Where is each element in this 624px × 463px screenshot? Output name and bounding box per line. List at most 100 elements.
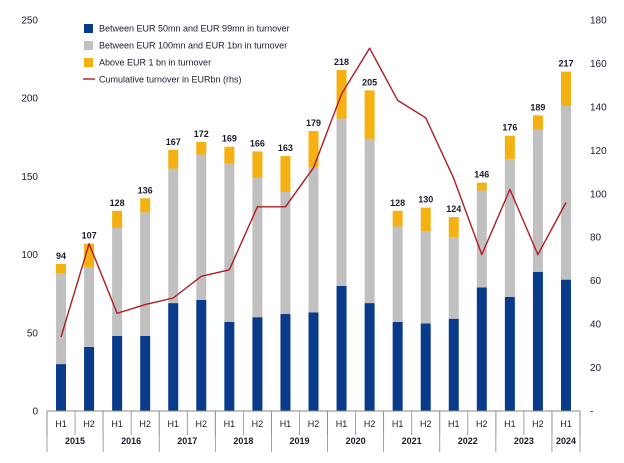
- bar-segment-3: [448, 217, 459, 238]
- x-tick-label: H1: [560, 419, 572, 429]
- legend-label: Between EUR 100mn and EUR 1bn in turnove…: [99, 41, 287, 51]
- x-tick-label: H1: [55, 419, 67, 429]
- bar-total-label: 189: [530, 102, 545, 112]
- y-right-tick-label: 120: [590, 146, 607, 157]
- bar-segment-2: [196, 154, 207, 300]
- bar-segment-2: [560, 106, 571, 280]
- bar-segment-2: [504, 159, 515, 297]
- bar-segment-2: [364, 138, 375, 304]
- y-left-tick-label: 150: [21, 172, 38, 183]
- x-year-label: 2024: [556, 436, 576, 446]
- bar-segment-1: [476, 287, 487, 411]
- bar-total-label: 146: [474, 170, 489, 180]
- cumulative-turnover-line: [60, 47, 567, 338]
- bar-segment-1: [392, 321, 403, 411]
- bar-segment-3: [140, 198, 151, 213]
- bar-segment-1: [504, 296, 515, 411]
- bar-segment-3: [364, 90, 375, 139]
- x-tick-label: H2: [532, 419, 544, 429]
- bar-segment-1: [196, 299, 207, 411]
- x-tick-label: H2: [139, 419, 151, 429]
- bar-total-label: 128: [390, 198, 405, 208]
- bar-total-label: 107: [82, 231, 97, 241]
- legend-swatch-2: [84, 41, 93, 50]
- bar-segment-3: [476, 182, 487, 191]
- bar-segment-1: [224, 321, 235, 411]
- bar-total-label: 136: [138, 185, 153, 195]
- x-tick-label: H2: [364, 419, 376, 429]
- bar-total-label: 205: [362, 77, 377, 87]
- x-tick-label: H2: [420, 419, 432, 429]
- bar-segment-3: [112, 210, 123, 229]
- x-year-label: 2023: [514, 436, 534, 446]
- bar-segment-1: [140, 335, 151, 411]
- bar-total-label: 130: [418, 195, 433, 205]
- y-right-tick-label: -: [590, 407, 593, 418]
- x-year-label: 2016: [121, 436, 141, 446]
- bar-segment-2: [168, 168, 179, 304]
- bar-segment-1: [420, 323, 431, 411]
- x-tick-label: H1: [111, 419, 123, 429]
- bar-segment-1: [168, 303, 179, 411]
- bar-total-label: 166: [250, 138, 265, 148]
- bar-segment-1: [336, 285, 347, 411]
- x-tick-label: H1: [167, 419, 179, 429]
- bar-segment-3: [420, 207, 431, 232]
- bar-segment-1: [364, 303, 375, 411]
- bar-segment-1: [308, 312, 319, 411]
- bar-segment-1: [252, 317, 263, 411]
- x-tick-label: H1: [280, 419, 292, 429]
- bar-total-label: 217: [558, 59, 573, 69]
- bar-segment-3: [504, 135, 515, 160]
- y-left-tick-label: 0: [32, 407, 38, 418]
- bar-segment-1: [560, 279, 571, 411]
- x-year-label: 2019: [289, 436, 309, 446]
- bar-segment-3: [168, 149, 179, 169]
- bar-segment-2: [476, 190, 487, 288]
- x-year-label: 2015: [65, 436, 85, 446]
- y-right-tick-label: 160: [590, 59, 607, 70]
- bar-segment-3: [560, 71, 571, 107]
- bar-total-label: 124: [446, 204, 461, 214]
- y-right-tick-label: 80: [590, 233, 602, 244]
- legend-label: Cumulative turnover in EURbn (rhs): [99, 75, 242, 85]
- bar-segment-2: [392, 226, 403, 322]
- y-right-tick-label: 100: [590, 189, 607, 200]
- bar-segment-1: [448, 318, 459, 411]
- bar-total-label: 128: [110, 198, 125, 208]
- bar-segment-2: [336, 118, 347, 286]
- bar-total-label: 172: [194, 129, 209, 139]
- bar-segment-1: [84, 346, 95, 411]
- bar-segment-3: [56, 263, 67, 274]
- y-left-tick-label: 250: [21, 16, 38, 27]
- y-right-tick-label: 60: [590, 276, 602, 287]
- x-year-label: 2020: [346, 436, 366, 446]
- x-tick-label: H1: [392, 419, 404, 429]
- x-tick-label: H1: [224, 419, 236, 429]
- bar-segment-1: [280, 314, 291, 411]
- bar-total-label: 179: [306, 118, 321, 128]
- y-left-tick-label: 100: [21, 250, 38, 261]
- x-year-label: 2018: [233, 436, 253, 446]
- bar-segment-2: [140, 212, 151, 336]
- bar-segment-2: [308, 167, 319, 313]
- bar-segment-1: [112, 335, 123, 411]
- legend-swatch-1: [84, 24, 93, 33]
- bar-segment-3: [224, 146, 235, 164]
- bar-total-label: 167: [166, 137, 181, 147]
- legend-swatch-3: [84, 58, 93, 67]
- bar-segment-1: [532, 271, 543, 411]
- bar-total-label: 176: [502, 123, 517, 133]
- bar-total-label: 218: [334, 57, 349, 67]
- bar-segment-3: [196, 141, 207, 155]
- bar-segment-3: [532, 115, 543, 130]
- x-year-label: 2022: [458, 436, 478, 446]
- bar-segment-3: [252, 151, 263, 178]
- y-left-tick-label: 200: [21, 94, 38, 105]
- bar-segment-1: [56, 364, 67, 411]
- bar-segment-2: [112, 228, 123, 336]
- y-right-tick-label: 40: [590, 320, 602, 331]
- bar-segment-3: [308, 131, 319, 168]
- bar-segment-2: [84, 267, 95, 347]
